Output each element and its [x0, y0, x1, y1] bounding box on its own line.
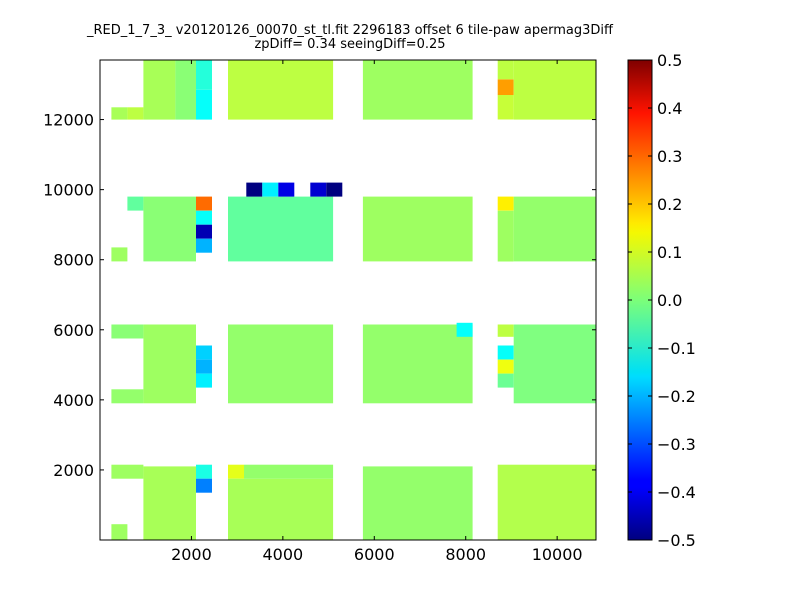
heatmap-cell: [196, 478, 212, 493]
y-axis: 2000 4000 6000 8000 10000 12000: [43, 111, 596, 480]
x-axis: 2000 4000 6000 8000 10000: [171, 60, 583, 564]
colorbar-tick-label: −0.3: [657, 435, 696, 454]
heatmap-cell: [513, 60, 596, 120]
y-tick-label: 10000: [43, 181, 94, 200]
heatmap-cell: [310, 182, 327, 197]
heatmap-cell: [513, 324, 596, 404]
colorbar-tick-label: −0.4: [657, 483, 696, 502]
heatmap-cell: [111, 389, 144, 404]
heatmap-cell: [111, 107, 128, 120]
heatmap-cell: [228, 196, 334, 262]
heatmap-cell: [111, 524, 128, 540]
heatmap-cell: [228, 60, 334, 120]
heatmap-cell: [278, 182, 295, 197]
heatmap-cell: [196, 210, 212, 225]
x-tick-label: 2000: [171, 545, 212, 564]
heatmap-cell: [326, 182, 343, 197]
heatmap-cell: [111, 324, 144, 339]
heatmap-cell: [196, 224, 212, 239]
x-tick-label: 6000: [354, 545, 395, 564]
y-tick-label: 2000: [53, 461, 94, 480]
x-tick-label: 4000: [262, 545, 303, 564]
heatmap-cell: [111, 247, 128, 262]
heatmap-cell: [244, 464, 334, 479]
colorbar-tick-label: 0.0: [657, 291, 682, 310]
heatmap-cell: [497, 79, 514, 96]
colorbar-tick-label: 0.2: [657, 195, 682, 214]
y-tick-label: 6000: [53, 321, 94, 340]
heatmap-cell: [497, 210, 514, 262]
heatmap-cell: [497, 324, 514, 337]
heatmap-cell: [196, 464, 212, 479]
y-tick-label: 8000: [53, 251, 94, 270]
heatmap-cells: [111, 60, 596, 540]
chart-subtitle: zpDiff= 0.34 seeingDiff=0.25: [254, 37, 446, 52]
heatmap-cell: [143, 466, 196, 540]
heatmap-cell: [127, 107, 144, 120]
heatmap-cell: [362, 196, 473, 262]
colorbar-tick-label: 0.4: [657, 99, 682, 118]
heatmap-cell: [127, 196, 144, 211]
x-tick-label: 10000: [532, 545, 583, 564]
heatmap-cell: [143, 196, 196, 262]
colorbar-tick-label: −0.2: [657, 387, 696, 406]
heatmap-cell: [228, 478, 334, 540]
heatmap-cell: [196, 89, 212, 120]
chart-title: _RED_1_7_3_ v20120126_00070_st_tl.fit 22…: [87, 23, 613, 38]
heatmap-cell: [497, 95, 514, 120]
heatmap-cell: [175, 60, 196, 120]
heatmap-cell: [497, 345, 514, 360]
colorbar-tick-label: −0.1: [657, 339, 696, 358]
heatmap-cell: [497, 60, 514, 80]
heatmap-cell: [362, 60, 473, 120]
heatmap-cell: [262, 182, 279, 197]
heatmap-cell: [196, 196, 212, 211]
colorbar-tick-label: 0.1: [657, 243, 682, 262]
heatmap-cell: [196, 373, 212, 388]
x-tick-label: 8000: [445, 545, 486, 564]
heatmap-cell: [228, 464, 244, 479]
y-tick-label: 12000: [43, 111, 94, 130]
chart-title-block: _RED_1_7_3_ v20120126_00070_st_tl.fit 22…: [0, 24, 700, 52]
heatmap-cell: [497, 359, 514, 374]
y-tick-label: 4000: [53, 391, 94, 410]
colorbar-tick-label: −0.5: [657, 531, 696, 550]
heatmap-cell: [497, 196, 514, 211]
heatmap-cell: [456, 322, 473, 337]
heatmap-cell: [196, 238, 212, 253]
colorbar-tick-label: 0.3: [657, 147, 682, 166]
heatmap-cell: [228, 324, 334, 404]
heatmap-cell: [246, 182, 263, 197]
heatmap-cell: [143, 60, 176, 120]
heatmap-cell: [196, 359, 212, 374]
heatmap-cell: [196, 60, 212, 90]
heatmap-cell: [196, 345, 212, 360]
heatmap-cell: [497, 373, 514, 388]
heatmap-cell: [143, 324, 196, 404]
heatmap-cell: [111, 464, 144, 479]
heatmap-cell: [362, 324, 473, 404]
colorbar-tick-label: 0.5: [657, 51, 682, 70]
colorbar-ticks: 0.5 0.4 0.3 0.2 0.1 0.0 −0.1 −0.2 −0.3 −0.4 −0.5: [628, 51, 696, 550]
heatmap-cell: [513, 196, 596, 262]
heatmap-cell: [362, 466, 473, 540]
heatmap-cell: [497, 464, 596, 540]
plot-frame: [99, 59, 597, 541]
